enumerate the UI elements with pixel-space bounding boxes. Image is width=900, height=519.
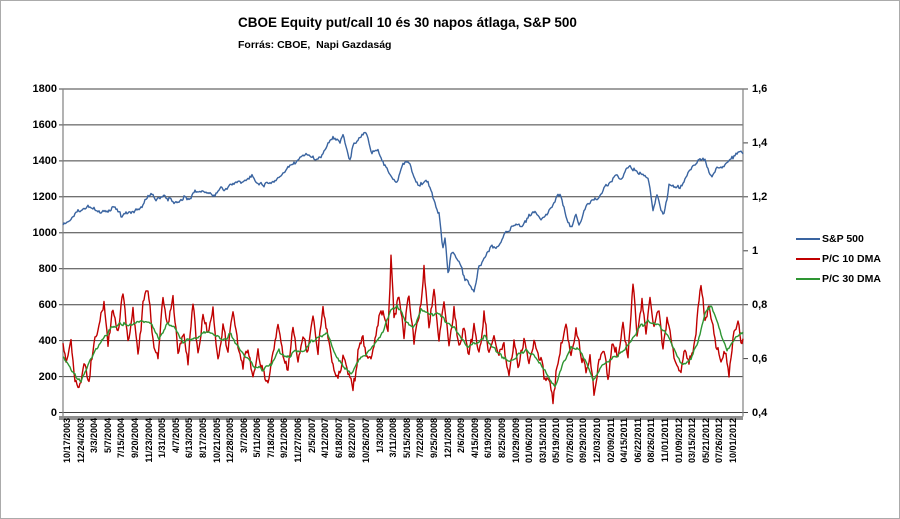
x-axis-tick-label: 06/22/2011 bbox=[632, 418, 643, 463]
y-axis-right-tick-label: 1,6 bbox=[752, 83, 768, 95]
y-axis-right-tick-label: 1,2 bbox=[752, 190, 768, 203]
series-p-c-10-dma bbox=[62, 254, 744, 405]
x-axis-tick-label: 10/29/2009 bbox=[510, 418, 521, 464]
x-axis-tick-label: 3/7/2006 bbox=[238, 418, 249, 454]
series-s-p-500 bbox=[62, 131, 744, 293]
chart-subtitle: Forrás: CBOE, Napi Gazdaság bbox=[238, 39, 392, 51]
x-axis-tick-label: 10/17/2003 bbox=[62, 418, 72, 464]
x-axis-tick-label: 4/12/2007 bbox=[320, 418, 331, 459]
x-axis-tick-label: 07/26/2012 bbox=[714, 418, 725, 464]
y-axis-left-tick-label: 400 bbox=[38, 334, 57, 347]
y-axis-left-tick-label: 1200 bbox=[32, 190, 57, 203]
legend-label: P/C 30 DMA bbox=[822, 273, 881, 285]
x-axis-tick-label: 2/6/2009 bbox=[456, 418, 467, 454]
y-axis-right-tick-label: 0,6 bbox=[752, 352, 768, 365]
x-axis-tick-label: 6/18/2007 bbox=[333, 418, 344, 459]
x-axis-tick-label: 4/15/2009 bbox=[469, 418, 480, 459]
y-axis-right-tick-label: 0,4 bbox=[752, 406, 768, 419]
x-axis-tick-label: 5/7/2004 bbox=[102, 418, 113, 454]
y-axis-right-tick-label: 1,4 bbox=[752, 136, 768, 149]
x-axis-tick-label: 3/3/2004 bbox=[89, 418, 100, 454]
x-axis-tick-label: 7/18/2006 bbox=[265, 418, 276, 459]
y-axis-left-tick-label: 1400 bbox=[32, 154, 57, 167]
x-axis-tick-label: 5/15/2008 bbox=[401, 418, 412, 459]
x-axis-tick-label: 01/06/2010 bbox=[524, 418, 535, 464]
x-axis-tick-label: 1/31/2005 bbox=[157, 418, 168, 459]
x-axis-tick-label: 7/22/2008 bbox=[415, 418, 426, 459]
x-axis-tick-label: 9/25/2008 bbox=[428, 418, 439, 459]
x-axis-tick-label: 05/21/2012 bbox=[700, 418, 711, 464]
x-axis-tick-label: 11/01/2011 bbox=[660, 418, 671, 463]
legend-item-p-c-10-dma: P/C 10 DMA bbox=[796, 249, 881, 269]
x-axis-tick-label: 09/29/2010 bbox=[578, 418, 589, 464]
x-axis-tick-label: 11/23/2004 bbox=[143, 418, 154, 463]
x-axis-tick-label: 07/26/2010 bbox=[564, 418, 575, 464]
x-axis-tick-label: 5/11/2006 bbox=[252, 418, 263, 458]
x-axis-tick-label: 12/1/2008 bbox=[442, 418, 453, 459]
x-axis-tick-label: 01/09/2012 bbox=[673, 418, 684, 464]
x-axis-tick-band bbox=[59, 416, 743, 420]
legend-label: P/C 10 DMA bbox=[822, 253, 881, 265]
legend-line-swatch bbox=[796, 278, 820, 280]
x-axis-tick-label: 6/13/2005 bbox=[184, 418, 195, 459]
y-axis-left-tick-label: 600 bbox=[38, 298, 57, 311]
y-axis-left-tick-label: 1600 bbox=[32, 118, 57, 131]
x-axis-tick-label: 10/26/2007 bbox=[361, 418, 372, 464]
x-axis-tick-label: 05/19/2010 bbox=[551, 418, 562, 464]
x-axis-tick-label: 8/25/2009 bbox=[496, 418, 507, 459]
x-axis-tick-label: 03/15/2012 bbox=[687, 418, 698, 464]
legend-line-swatch bbox=[796, 258, 820, 260]
x-axis-tick-label: 8/22/2007 bbox=[347, 418, 358, 459]
x-axis-tick-label: 1/3/2008 bbox=[374, 418, 385, 454]
x-axis-tick-label: 7/15/2004 bbox=[116, 418, 127, 459]
x-axis-tick-label: 11/27/2006 bbox=[293, 418, 304, 463]
legend-item-p-c-30-dma: P/C 30 DMA bbox=[796, 269, 881, 289]
series-p-c-30-dma bbox=[62, 304, 744, 388]
x-axis-tick-label: 4/7/2005 bbox=[170, 418, 181, 454]
x-axis-tick-label: 12/28/2005 bbox=[225, 418, 236, 464]
legend-label: S&P 500 bbox=[822, 233, 864, 245]
x-axis-tick-label: 9/21/2006 bbox=[279, 418, 290, 459]
x-axis-tick-label: 12/03/2010 bbox=[592, 418, 603, 464]
x-axis-tick-label: 03/15/2010 bbox=[537, 418, 548, 464]
x-axis-tick-label: 02/09/2011 bbox=[605, 418, 616, 463]
x-axis-tick-label: 8/17/2005 bbox=[197, 418, 208, 459]
legend: S&P 500 P/C 10 DMA P/C 30 DMA bbox=[796, 229, 881, 289]
x-axis-tick-label: 3/11/2008 bbox=[388, 418, 399, 458]
y-axis-left-tick-label: 1800 bbox=[32, 83, 57, 95]
x-axis-tick-label: 6/19/2009 bbox=[483, 418, 494, 459]
y-axis-left-tick-label: 1000 bbox=[32, 226, 57, 239]
x-axis-tick-label: 10/21/2005 bbox=[211, 418, 222, 464]
x-axis-tick-label: 9/20/2004 bbox=[129, 418, 140, 459]
x-axis-tick-label: 10/01/2012 bbox=[728, 418, 738, 464]
legend-line-swatch bbox=[796, 238, 820, 240]
y-axis-left-tick-label: 200 bbox=[38, 370, 57, 383]
x-axis-tick-label: 08/26/2011 bbox=[646, 418, 657, 463]
y-axis-left-tick-label: 800 bbox=[38, 262, 57, 275]
y-axis-right-tick-label: 1 bbox=[752, 244, 759, 257]
legend-item-s-p-500: S&P 500 bbox=[796, 229, 881, 249]
x-axis-tick-label: 04/15/2011 bbox=[619, 418, 630, 463]
y-axis-left-tick-label: 0 bbox=[50, 406, 57, 419]
chart-title: CBOE Equity put/call 10 és 30 napos átla… bbox=[238, 15, 577, 30]
x-axis-tick-label: 2/5/2007 bbox=[306, 418, 317, 454]
x-axis-tick-label: 12/24/2003 bbox=[75, 418, 86, 464]
y-axis-right-tick-label: 0,8 bbox=[752, 298, 768, 311]
